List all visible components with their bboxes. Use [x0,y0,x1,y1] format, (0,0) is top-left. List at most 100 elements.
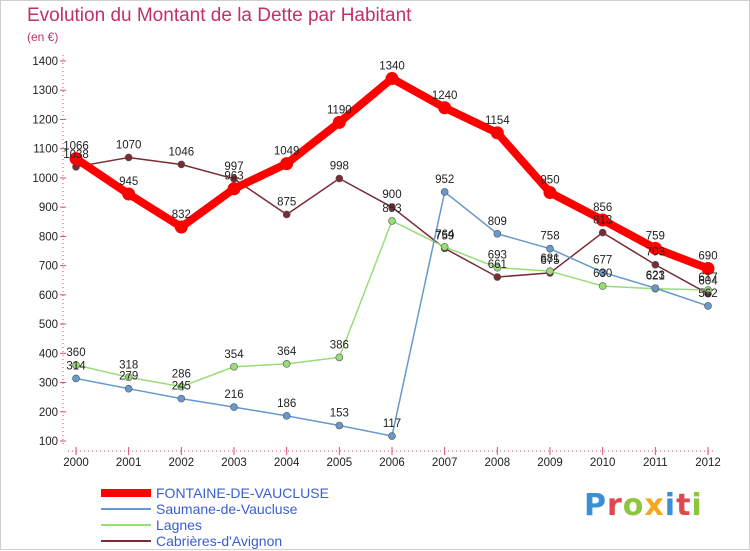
data-point [388,217,396,225]
y-tick-label: 200 [39,407,58,419]
data-label: 675 [540,255,559,267]
data-label: 1240 [432,90,458,102]
data-label: 945 [119,176,138,188]
legend-label: Lagnes [156,517,202,533]
chart-title: Evolution du Montant de la Dette par Hab… [27,5,412,26]
data-label: 690 [698,251,717,263]
data-point [282,210,291,219]
x-tick-label: 2005 [327,457,353,469]
data-point [227,182,241,196]
x-tick-label: 2001 [116,457,142,469]
data-label: 900 [382,189,401,201]
data-point [335,421,344,430]
data-point [124,373,133,382]
data-point [598,228,607,237]
data-label: 1046 [169,146,195,158]
data-label: 286 [172,369,191,381]
y-tick-label: 700 [39,261,58,273]
data-label: 604 [698,276,718,288]
data-point [177,394,186,403]
data-label: 1070 [116,139,142,151]
data-label: 832 [172,209,191,221]
logo-letter: t [676,488,692,523]
data-label: 764 [435,229,455,241]
logo-letter: P [584,488,607,523]
series-line-2 [75,220,709,388]
data-label: 354 [224,349,244,361]
legend-label: FONTAINE-DE-VAUCLUSE [156,485,329,501]
data-label: 963 [224,171,243,183]
data-label: 681 [540,253,559,265]
data-label: 1190 [327,104,352,116]
data-label: 117 [383,418,401,430]
data-point [230,362,238,371]
data-point [332,115,346,129]
data-point [335,353,344,362]
y-tick-label: 800 [39,231,58,243]
data-point [72,374,80,383]
data-label: 245 [172,381,191,393]
x-tick-label: 2004 [274,457,300,469]
x-tick-label: 2003 [221,457,247,469]
data-label: 216 [224,389,243,401]
x-tick-label: 2011 [643,457,668,469]
data-label: 186 [277,398,296,410]
data-label: 621 [646,271,665,283]
data-point [124,384,133,393]
logo-letter: r [607,488,623,523]
data-label: 952 [435,174,454,186]
data-point [596,213,610,227]
data-label: 758 [540,231,559,243]
y-tick-label: 500 [39,319,58,331]
legend-label: Saumane-de-Vaucluse [156,501,298,517]
data-point [440,188,449,196]
y-tick-label: 900 [39,202,58,214]
logo-letter: x [644,488,665,523]
data-label: 998 [330,161,349,173]
data-label: 617 [698,272,717,284]
y-tick-label: 1400 [32,56,58,68]
data-label: 360 [66,347,85,359]
data-label: 1340 [379,61,405,73]
data-label: 759 [646,230,665,242]
data-point [280,157,294,171]
logo-letter: i [664,488,677,523]
data-point [543,186,557,200]
data-label: 853 [382,203,401,215]
x-tick-label: 2012 [695,457,721,469]
data-label: 813 [593,215,612,227]
y-tick-label: 600 [39,290,58,302]
x-tick-label: 2000 [63,457,89,469]
data-point [704,286,712,294]
data-label: 875 [277,196,296,208]
y-tick-label: 100 [39,436,58,448]
data-point [493,273,502,281]
data-point [174,220,188,234]
data-label: 661 [488,259,507,271]
data-point [598,282,607,290]
data-label: 1066 [63,141,89,153]
data-point [440,243,449,251]
data-label: 318 [119,359,138,371]
legend-label: Cabrières-d'Avignon [156,533,282,549]
data-point [438,101,452,115]
data-point [598,268,607,277]
x-tick-label: 2002 [169,457,195,469]
data-label: 809 [488,216,507,228]
data-point [177,160,186,169]
data-label: 997 [224,161,243,173]
data-label: 703 [646,247,665,259]
data-point [388,432,396,440]
data-label: 759 [435,230,454,242]
data-point [335,174,344,183]
data-label: 623 [646,270,665,282]
y-tick-label: 1200 [32,114,58,126]
data-point [122,187,136,201]
logo-letter: i [691,488,703,523]
data-label: 1049 [274,146,300,158]
y-tick-label: 400 [39,348,58,360]
series-line-0 [72,74,712,273]
data-label: 279 [119,371,138,383]
data-label: 677 [593,254,612,266]
